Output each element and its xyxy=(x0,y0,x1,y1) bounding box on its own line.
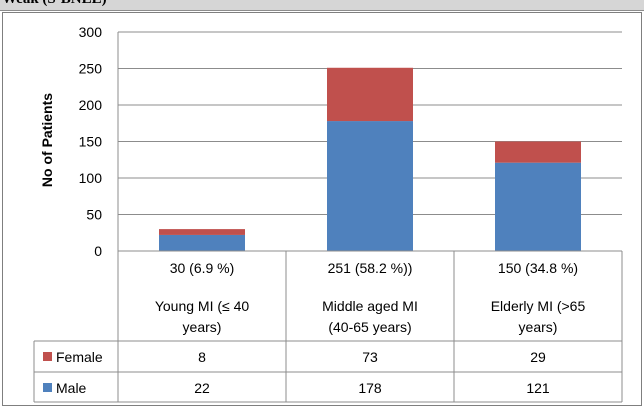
legend-swatch-female xyxy=(43,352,52,361)
y-tick-50: 50 xyxy=(86,207,102,223)
category-label-2-line3: years) xyxy=(519,319,558,335)
legend-label-male: Male xyxy=(56,380,87,396)
value-male-0: 22 xyxy=(194,380,210,396)
value-female-0: 8 xyxy=(198,349,206,365)
category-label-1-line3: (40-65 years) xyxy=(328,319,411,335)
value-male-2: 121 xyxy=(526,380,550,396)
category-label-0-line1: 30 (6.9 %) xyxy=(170,260,235,276)
category-label-0-line3: years) xyxy=(183,319,222,335)
value-female-1: 73 xyxy=(362,349,378,365)
top-strip: Weak (S-BNLE) xyxy=(0,0,644,11)
category-label-2-line1: 150 (34.8 %) xyxy=(498,260,578,276)
bar-male-0 xyxy=(159,234,245,251)
bar-female-0 xyxy=(159,229,245,235)
y-axis-label: No of Patients xyxy=(39,93,55,187)
value-male-1: 178 xyxy=(358,380,382,396)
header-fragment: Weak (S-BNLE) xyxy=(2,0,107,8)
bar-female-1 xyxy=(327,67,413,122)
y-tick-300: 300 xyxy=(79,24,103,40)
category-label-1-line2: Middle aged MI xyxy=(322,298,418,314)
category-label-0-line2: Young MI (≤ 40 xyxy=(155,298,250,314)
y-tick-200: 200 xyxy=(79,97,103,113)
category-label-2-line2: Elderly MI (>65 xyxy=(491,298,586,314)
legend-swatch-male xyxy=(43,383,52,392)
y-tick-0: 0 xyxy=(94,243,102,259)
legend-label-female: Female xyxy=(56,349,103,365)
category-label-1-line1: 251 (58.2 %)) xyxy=(328,260,413,276)
y-tick-150: 150 xyxy=(79,134,103,150)
y-tick-250: 250 xyxy=(79,61,103,77)
bar-female-2 xyxy=(495,141,581,163)
y-tick-100: 100 xyxy=(79,170,103,186)
bar-male-1 xyxy=(327,121,413,251)
y-tick-labels: 0 50 100 150 200 250 300 xyxy=(79,24,103,259)
value-female-2: 29 xyxy=(530,349,546,365)
data-table: 30 (6.9 %) Young MI (≤ 40 years) 251 (58.2 … xyxy=(33,250,623,403)
bar-male-2 xyxy=(495,162,581,251)
bars xyxy=(159,67,581,251)
